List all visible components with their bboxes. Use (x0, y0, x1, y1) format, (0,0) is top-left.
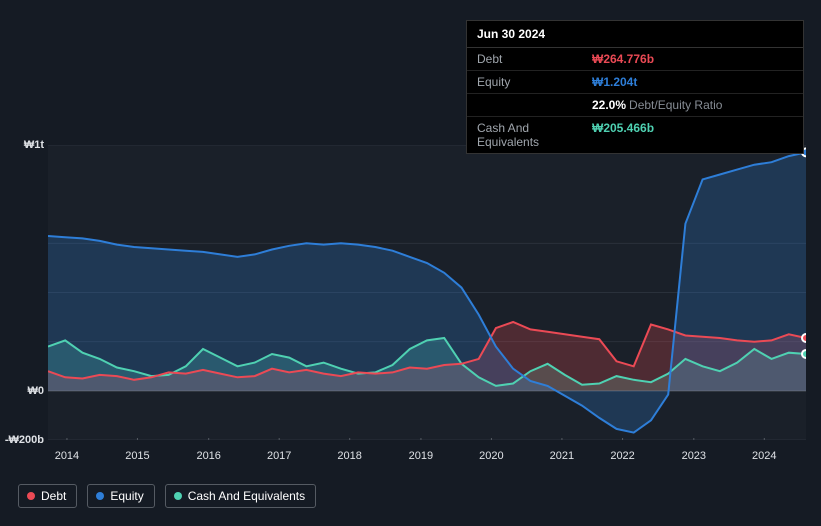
x-tick-label: 2018 (337, 450, 361, 462)
legend-item-label: Equity (110, 489, 143, 503)
x-tick-label: 2021 (550, 450, 574, 462)
tooltip-row: Equity₩1.204t (467, 71, 803, 94)
y-tick-label: -₩200b (5, 434, 44, 446)
x-tick-label: 2023 (682, 450, 706, 462)
plot-area (48, 145, 806, 440)
end-marker-debt (802, 334, 806, 342)
tooltip-row-value: ₩1.204t (592, 75, 637, 89)
x-tick-label: 2020 (479, 450, 503, 462)
y-tick-label: ₩1t (24, 139, 44, 151)
x-tick-label: 2015 (125, 450, 149, 462)
tooltip-row-label: Equity (477, 75, 592, 89)
tooltip-row: Cash And Equivalents₩205.466b (467, 117, 803, 153)
tooltip-row: 22.0%Debt/Equity Ratio (467, 94, 803, 117)
y-axis: ₩1t ₩0 -₩200b (0, 0, 44, 526)
x-tick-label: 2024 (752, 450, 776, 462)
tooltip-row-value: ₩205.466b (592, 121, 654, 135)
chart-tooltip: Jun 30 2024 Debt₩264.776bEquity₩1.204t22… (466, 20, 804, 154)
legend-item-label: Cash And Equivalents (188, 489, 305, 503)
tooltip-row-label: Cash And Equivalents (477, 121, 592, 149)
legend-item-equity[interactable]: Equity (87, 484, 154, 508)
tooltip-date: Jun 30 2024 (467, 21, 803, 48)
x-tick-label: 2019 (409, 450, 433, 462)
chart-legend: Debt Equity Cash And Equivalents (18, 484, 316, 508)
x-tick-label: 2014 (55, 450, 79, 462)
tooltip-row-suffix: Debt/Equity Ratio (629, 98, 722, 112)
y-tick-label: ₩0 (28, 385, 45, 397)
tooltip-row-label: Debt (477, 52, 592, 66)
tooltip-row-value: 22.0% (592, 98, 626, 112)
tooltip-row-value: ₩264.776b (592, 52, 654, 66)
legend-item-debt[interactable]: Debt (18, 484, 77, 508)
legend-dot-icon (96, 492, 104, 500)
legend-dot-icon (174, 492, 182, 500)
legend-dot-icon (27, 492, 35, 500)
end-marker-cash (802, 350, 806, 358)
x-tick-label: 2022 (610, 450, 634, 462)
financial-chart: ₩1t ₩0 -₩200b 2014 2015 2016 2017 2018 2019 2020… (0, 0, 821, 526)
legend-item-cash[interactable]: Cash And Equivalents (165, 484, 316, 508)
x-tick-label: 2017 (267, 450, 291, 462)
tooltip-row: Debt₩264.776b (467, 48, 803, 71)
legend-item-label: Debt (41, 489, 66, 503)
x-tick-label: 2016 (196, 450, 220, 462)
